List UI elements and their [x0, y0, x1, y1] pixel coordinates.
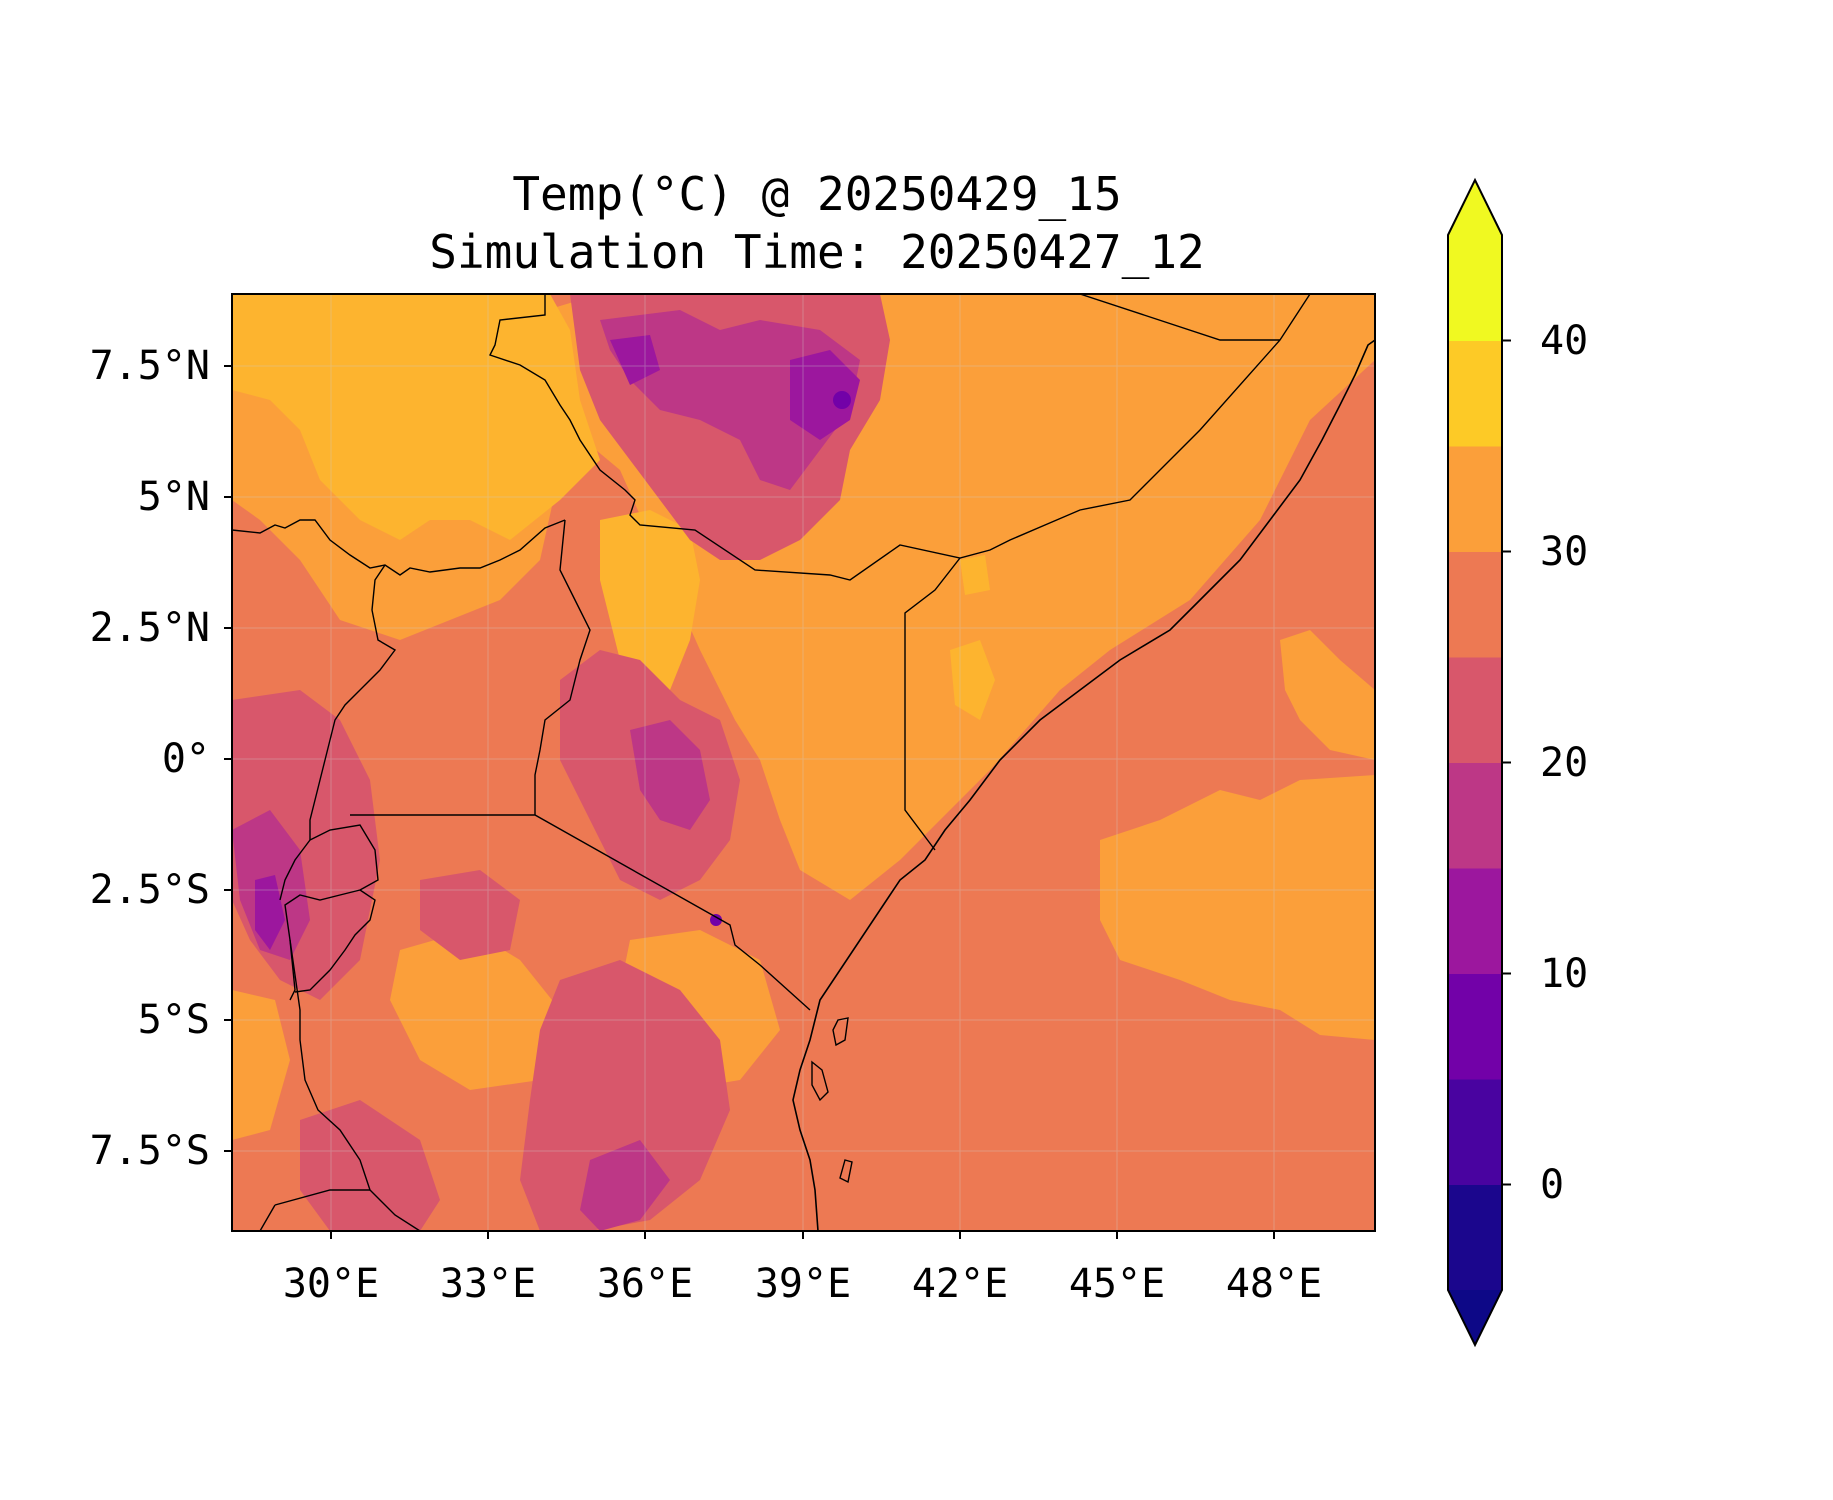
field-hottest-southsudan	[232, 294, 600, 540]
x-tick-label: 48°E	[1225, 1261, 1323, 1307]
x-tick-label: 33°E	[439, 1261, 537, 1307]
field-warm-sw	[232, 990, 290, 1140]
island-pemba	[832, 1017, 849, 1047]
colorbar-segment	[1448, 868, 1502, 974]
colorbar-tick-label: 0	[1540, 1161, 1565, 1208]
field-cold-spot-3	[710, 914, 722, 926]
colorbar-extend-min	[1448, 1290, 1502, 1345]
y-tick-label: 5°N	[137, 474, 210, 520]
y-tick-label: 0°	[161, 736, 210, 782]
y-tick-label: 2.5°N	[89, 605, 210, 651]
colorbar-segment	[1448, 657, 1502, 763]
x-tick-label: 30°E	[282, 1261, 380, 1307]
y-tick-label: 7.5°S	[89, 1128, 210, 1174]
field-warm-ocean	[1100, 775, 1375, 1040]
field-warm-south-1	[390, 930, 560, 1090]
colorbar-tick-label: 20	[1540, 739, 1589, 786]
colorbar-segment	[1448, 340, 1502, 447]
colorbar-segment	[1448, 235, 1502, 341]
island-zanzibar	[811, 1060, 829, 1102]
colorbar-tick-label: 30	[1540, 528, 1589, 575]
field-highland-ethiopia-cold	[610, 335, 860, 440]
field-highland-ethiopia-cooler	[600, 310, 860, 490]
colorbar-segment	[1448, 446, 1502, 552]
country-borders	[232, 294, 1311, 1231]
field-highland-tanzania-sw	[300, 1100, 440, 1231]
field-cold-spot-1	[833, 391, 851, 409]
x-tick-label: 36°E	[596, 1261, 694, 1307]
map-title-line2: Simulation Time: 20250427_12	[429, 225, 1205, 279]
colorbar-segment	[1448, 762, 1502, 869]
field-highland-west-cold	[255, 875, 285, 950]
temperature-field	[232, 294, 1375, 1231]
field-highland-tanzania-cool	[580, 1140, 670, 1231]
y-tick-label: 5°S	[137, 997, 210, 1043]
colorbar-outline	[1447, 177, 1503, 1348]
map-title-line1: Temp(°C) @ 20250429_15	[512, 167, 1122, 221]
gridlines	[232, 294, 1375, 1231]
y-tick-label: 2.5°S	[89, 867, 210, 913]
colorbar-segment	[1448, 1184, 1502, 1291]
field-warm-ocean-2	[1280, 630, 1375, 760]
island-mafia	[839, 1159, 853, 1184]
colorbar-extend-max	[1448, 180, 1502, 235]
field-highland-tanzania	[520, 960, 730, 1231]
x-tick-label: 45°E	[1068, 1261, 1166, 1307]
colorbar-segment	[1448, 1079, 1502, 1185]
colorbar-segment	[1448, 551, 1502, 658]
colorbar-tick-label: 40	[1540, 317, 1589, 364]
field-highland-kenya-cool	[630, 720, 710, 830]
colorbar-segment	[1448, 973, 1502, 1080]
field-highland-tanzania-central	[420, 870, 520, 960]
field-hot-somalia-spots	[950, 555, 995, 720]
x-tick-label: 39°E	[754, 1261, 852, 1307]
colorbar	[1447, 177, 1511, 1348]
x-tick-label: 42°E	[911, 1261, 1009, 1307]
axis-ticks	[224, 365, 1275, 1239]
y-tick-label: 7.5°N	[89, 343, 210, 389]
coastline	[792, 339, 1375, 1231]
colorbar-tick-label: 10	[1540, 950, 1589, 997]
